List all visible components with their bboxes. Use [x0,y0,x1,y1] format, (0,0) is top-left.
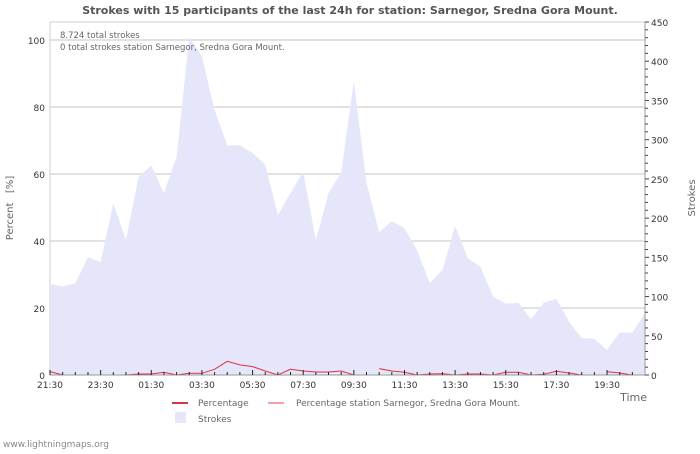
y-left-tick-label: 20 [34,305,46,315]
legend-swatch-strokes [175,412,186,423]
y-left-tick-label: 0 [39,372,45,382]
x-tick-label: 13:30 [442,381,468,391]
x-tick-label: 21:30 [37,381,63,391]
y-left-tick-label: 40 [34,238,46,248]
annotation-station-strokes: 0 total strokes station Sarnegor, Sredna… [60,43,285,53]
y-right-tick-label: 200 [651,215,668,225]
y-left-tick-label: 80 [34,104,46,114]
y-axis-left-label: Percent [%] [5,176,16,241]
x-axis-label: Time [619,391,647,404]
legend-swatch-percentage-station [268,402,284,404]
x-tick-label: 19:30 [594,381,620,391]
legend-swatch-percentage [172,402,188,404]
y-left-tick-label: 100 [28,37,45,47]
x-tick-label: 05:30 [240,381,266,391]
x-tick-label: 15:30 [493,381,519,391]
legend: Percentage Percentage station Sarnegor, … [172,399,520,425]
y-right-tick-label: 350 [651,97,668,107]
y-right-tick-label: 450 [651,19,668,29]
strokes-area [50,36,645,376]
annotation-total-strokes: 8.724 total strokes [60,31,140,41]
y-right-tick-label: 400 [651,58,668,68]
y-axis-right-label: Strokes [687,179,698,216]
x-tick-label: 09:30 [341,381,367,391]
legend-label-strokes: Strokes [198,415,232,425]
y-right-tick-label: 250 [651,176,668,186]
x-tick-label: 07:30 [290,381,316,391]
footer-site-link[interactable]: www.lightningmaps.org [3,440,109,450]
x-tick-label: 23:30 [88,381,114,391]
y-right-tick-label: 300 [651,137,668,147]
y-left-tick-label: 60 [34,171,46,181]
y-right-tick-label: 150 [651,254,668,264]
x-tick-label: 11:30 [392,381,418,391]
y-right-tick-label: 50 [651,333,663,343]
percentage-line-segment [49,371,63,376]
x-tick-label: 03:30 [189,381,215,391]
axes: 0 20 40 60 80 100 0 50 100 150 200 250 300 350 400 450 2… [28,19,669,391]
y-right-tick-label: 100 [651,294,668,304]
chart-title: Strokes with 15 participants of the last… [82,4,618,17]
legend-label-percentage: Percentage [198,399,249,409]
percentage-line-segment [113,360,354,376]
legend-label-percentage-station: Percentage station Sarnegor, Sredna Gora… [296,399,520,409]
x-tick-label: 17:30 [543,381,569,391]
x-tick-label: 01:30 [138,381,164,391]
y-right-tick-label: 0 [651,372,657,382]
